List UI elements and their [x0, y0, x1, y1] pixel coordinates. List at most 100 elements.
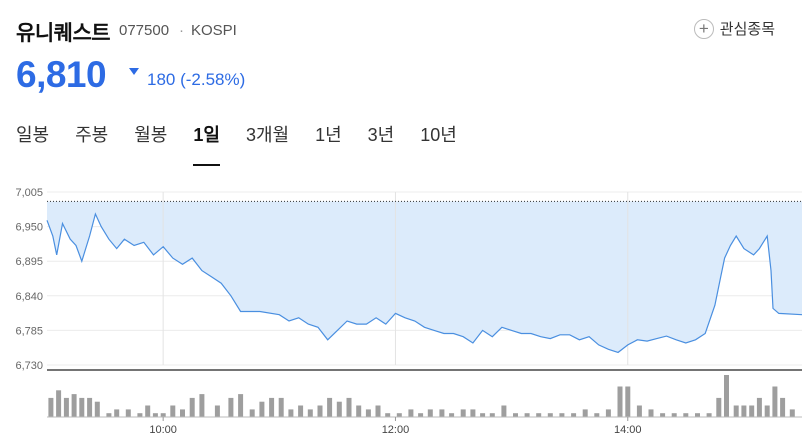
- volume-bar: [780, 397, 786, 417]
- tab-monthly[interactable]: 월봉: [134, 125, 168, 145]
- volume-bar: [749, 405, 755, 417]
- y-tick-label: 7,005: [15, 187, 43, 199]
- volume-bar: [524, 413, 530, 417]
- price-change: 180 (-2.58%): [147, 70, 246, 89]
- intraday-price-chart[interactable]: 7,005 6,950 6,895 6,840 6,785 6,730 10:00 12:00…: [0, 170, 809, 443]
- volume-bar: [427, 409, 433, 417]
- volume-bar: [789, 409, 795, 417]
- x-tick-label: 14:00: [614, 424, 642, 436]
- volume-bar: [396, 413, 402, 417]
- separator-dot: ·: [179, 22, 184, 39]
- volume-bar: [706, 413, 712, 417]
- volume-bar: [671, 413, 677, 417]
- volume-bar: [48, 397, 54, 417]
- watchlist-label: 관심종목: [719, 21, 775, 38]
- volume-bar: [695, 413, 700, 417]
- volume-bar: [259, 401, 265, 417]
- volume-bar: [56, 390, 62, 417]
- volume-bar: [269, 397, 275, 417]
- volume-bar: [636, 405, 642, 417]
- volume-bar: [547, 413, 553, 417]
- down-triangle-icon: [129, 68, 139, 75]
- volume-bar: [79, 397, 85, 417]
- volume-bar: [145, 405, 151, 417]
- tab-1year[interactable]: 1년: [315, 125, 342, 145]
- tab-10year[interactable]: 10년: [420, 125, 457, 145]
- volume-bar: [724, 375, 729, 417]
- volume-bar: [125, 409, 131, 417]
- volume-bar: [605, 409, 611, 417]
- volume-bar: [460, 409, 466, 417]
- volume-bar: [327, 397, 333, 417]
- volume-bar: [189, 397, 195, 417]
- market-label: KOSPI: [191, 22, 237, 39]
- volume-bar: [683, 413, 689, 417]
- volume-bar: [160, 413, 166, 417]
- y-tick-label: 6,785: [15, 325, 43, 337]
- volume-bar: [594, 413, 600, 417]
- volume-bar: [559, 413, 565, 417]
- volume-bar: [71, 394, 77, 417]
- volume-bar: [418, 413, 424, 417]
- volume-bar: [764, 405, 770, 417]
- y-tick-label: 6,840: [15, 291, 43, 303]
- volume-bar: [375, 405, 381, 417]
- price-area-fill: [47, 201, 802, 353]
- current-price: 6,810: [16, 54, 107, 95]
- volume-bar: [617, 386, 623, 417]
- volume-bar: [214, 405, 220, 417]
- volume-bar: [170, 405, 176, 417]
- volume-bar: [772, 386, 778, 417]
- volume-bar: [741, 405, 747, 417]
- volume-bar: [756, 397, 762, 417]
- volume-bar: [288, 409, 294, 417]
- watchlist-button[interactable]: + 관심종목: [693, 18, 775, 39]
- volume-bar: [87, 397, 93, 417]
- y-tick-label: 6,950: [15, 222, 43, 234]
- volume-bar: [346, 397, 352, 417]
- volume-bar: [660, 413, 666, 417]
- volume-bar: [625, 386, 631, 417]
- volume-bar: [408, 409, 414, 417]
- volume-bar: [307, 409, 313, 417]
- tab-1day[interactable]: 1일: [193, 121, 220, 166]
- volume-bar: [63, 397, 69, 417]
- tab-daily[interactable]: 일봉: [16, 125, 50, 145]
- tab-3month[interactable]: 3개월: [245, 125, 290, 145]
- plus-icon: +: [693, 18, 714, 39]
- volume-bar: [501, 405, 507, 417]
- volume-bar: [238, 394, 244, 417]
- volume-bar: [449, 413, 455, 417]
- volume-bar: [336, 401, 342, 417]
- volume-bar: [298, 405, 304, 417]
- volume-bar: [365, 409, 371, 417]
- volume-bar: [152, 413, 158, 417]
- price-line: [46, 212, 803, 354]
- volume-bar: [582, 409, 588, 417]
- volume-bar: [470, 409, 476, 417]
- volume-bar: [106, 413, 112, 417]
- tab-3year[interactable]: 3년: [367, 125, 395, 145]
- x-tick-label: 12:00: [382, 424, 410, 436]
- volume-bar: [648, 409, 654, 417]
- volume-bar: [571, 413, 577, 417]
- volume-bar: [356, 405, 362, 417]
- x-tick-label: 10:00: [149, 424, 177, 436]
- volume-bar: [733, 405, 739, 417]
- volume-bar: [249, 409, 255, 417]
- volume-bar: [385, 413, 391, 417]
- volume-bar: [489, 413, 495, 417]
- volume-bar: [536, 413, 542, 417]
- volume-bar: [228, 397, 234, 417]
- tab-weekly[interactable]: 주봉: [75, 125, 109, 145]
- volume-bar: [114, 409, 120, 417]
- volume-bar: [439, 409, 445, 417]
- y-tick-label: 6,730: [15, 360, 43, 372]
- y-tick-label: 6,895: [15, 256, 43, 268]
- stock-code: 077500: [119, 22, 170, 39]
- volume-bar: [480, 413, 486, 417]
- volume-bar: [180, 409, 185, 417]
- period-tabs: 일봉 주봉 월봉 1일 3개월 1년 3년 10년: [16, 121, 483, 166]
- stock-name: 유니퀘스트: [16, 22, 111, 45]
- volume-bar: [513, 413, 518, 417]
